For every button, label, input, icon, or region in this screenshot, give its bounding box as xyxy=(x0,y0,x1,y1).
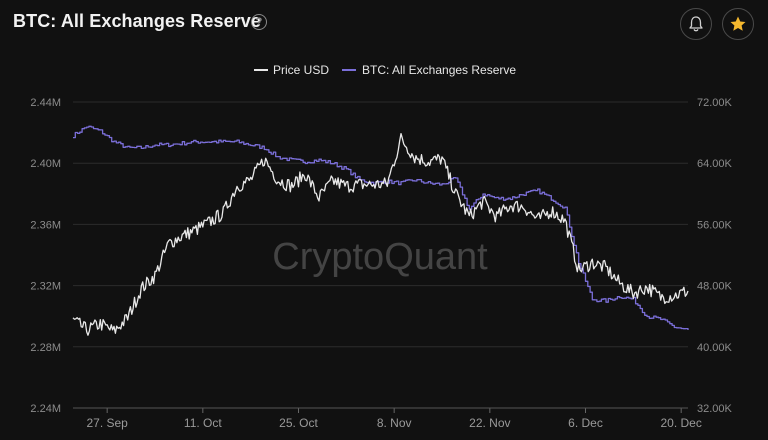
right-tick-label: 64.00K xyxy=(697,158,733,170)
page-title: BTC: All Exchanges Reserve xyxy=(13,11,262,31)
left-tick-label: 2.32M xyxy=(30,281,61,293)
star-icon xyxy=(730,16,746,31)
notification-button[interactable] xyxy=(680,8,712,40)
right-tick-label: 56.00K xyxy=(697,219,733,231)
exchange-reserve-line xyxy=(73,125,689,330)
x-tick-label: 27. Sep xyxy=(86,416,128,430)
left-tick-label: 2.40M xyxy=(30,158,61,170)
bell-icon xyxy=(689,16,703,32)
x-tick-label: 6. Dec xyxy=(568,416,603,430)
right-tick-label: 48.00K xyxy=(697,281,733,293)
legend: Price USD BTC: All Exchanges Reserve xyxy=(254,63,516,77)
x-tick-label: 22. Nov xyxy=(469,416,510,430)
series-layer xyxy=(72,125,689,336)
legend-label-price[interactable]: Price USD xyxy=(273,63,329,77)
x-tick-label: 20. Dec xyxy=(660,416,701,430)
left-tick-label: 2.24M xyxy=(30,403,61,415)
right-tick-label: 72.00K xyxy=(697,97,733,109)
x-tick-label: 25. Oct xyxy=(279,416,318,430)
left-tick-label: 2.36M xyxy=(30,219,61,231)
chart-header: BTC: All Exchanges Reserve ? xyxy=(0,0,768,48)
price-usd-line xyxy=(72,132,689,336)
help-icon[interactable]: ? xyxy=(251,14,267,30)
left-y-axis: 2.24M 2.28M 2.32M 2.36M 2.40M 2.44M xyxy=(30,97,61,415)
right-tick-label: 32.00K xyxy=(697,403,733,415)
x-tick-label: 8. Nov xyxy=(377,416,412,430)
x-tick-label: 11. Oct xyxy=(184,416,222,430)
x-axis: 27. Sep 11. Oct 25. Oct 8. Nov 22. Nov 6. Dec… xyxy=(73,407,702,430)
watermark-text: CryptoQuant xyxy=(272,236,488,278)
left-tick-label: 2.44M xyxy=(30,97,61,109)
left-tick-label: 2.28M xyxy=(30,342,61,354)
legend-label-reserve[interactable]: BTC: All Exchanges Reserve xyxy=(362,63,516,77)
favorite-button[interactable] xyxy=(722,8,754,40)
right-y-axis: 32.00K 40.00K 48.00K 56.00K 64.00K 72.00K xyxy=(697,97,733,415)
right-tick-label: 40.00K xyxy=(697,342,733,354)
